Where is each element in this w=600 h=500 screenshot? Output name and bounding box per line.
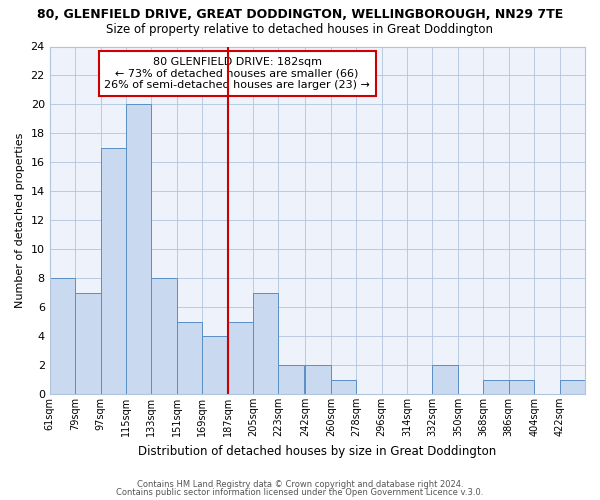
- Bar: [253, 292, 278, 394]
- Bar: [331, 380, 356, 394]
- Text: 80, GLENFIELD DRIVE, GREAT DODDINGTON, WELLINGBOROUGH, NN29 7TE: 80, GLENFIELD DRIVE, GREAT DODDINGTON, W…: [37, 8, 563, 20]
- Y-axis label: Number of detached properties: Number of detached properties: [15, 132, 25, 308]
- Bar: [75, 292, 101, 394]
- Bar: [101, 148, 126, 394]
- Bar: [227, 322, 253, 394]
- Text: 80 GLENFIELD DRIVE: 182sqm
← 73% of detached houses are smaller (66)
26% of semi: 80 GLENFIELD DRIVE: 182sqm ← 73% of deta…: [104, 57, 370, 90]
- Bar: [177, 322, 202, 394]
- Bar: [433, 365, 458, 394]
- Bar: [151, 278, 177, 394]
- Text: Contains HM Land Registry data © Crown copyright and database right 2024.: Contains HM Land Registry data © Crown c…: [137, 480, 463, 489]
- X-axis label: Distribution of detached houses by size in Great Doddington: Distribution of detached houses by size …: [138, 444, 496, 458]
- Bar: [126, 104, 151, 394]
- Bar: [278, 365, 304, 394]
- Bar: [484, 380, 509, 394]
- Bar: [202, 336, 227, 394]
- Bar: [509, 380, 534, 394]
- Bar: [560, 380, 585, 394]
- Text: Size of property relative to detached houses in Great Doddington: Size of property relative to detached ho…: [107, 22, 493, 36]
- Text: Contains public sector information licensed under the Open Government Licence v.: Contains public sector information licen…: [116, 488, 484, 497]
- Bar: [50, 278, 75, 394]
- Bar: [305, 365, 331, 394]
